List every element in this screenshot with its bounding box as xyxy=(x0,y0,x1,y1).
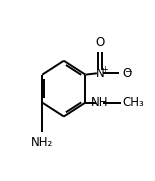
Text: +: + xyxy=(101,65,108,74)
Text: CH₃: CH₃ xyxy=(122,96,144,109)
Text: O: O xyxy=(123,67,132,80)
Text: −: − xyxy=(124,66,132,75)
Text: O: O xyxy=(95,36,104,49)
Text: N: N xyxy=(95,67,104,80)
Text: NH₂: NH₂ xyxy=(31,136,53,149)
Text: NH: NH xyxy=(91,96,109,109)
